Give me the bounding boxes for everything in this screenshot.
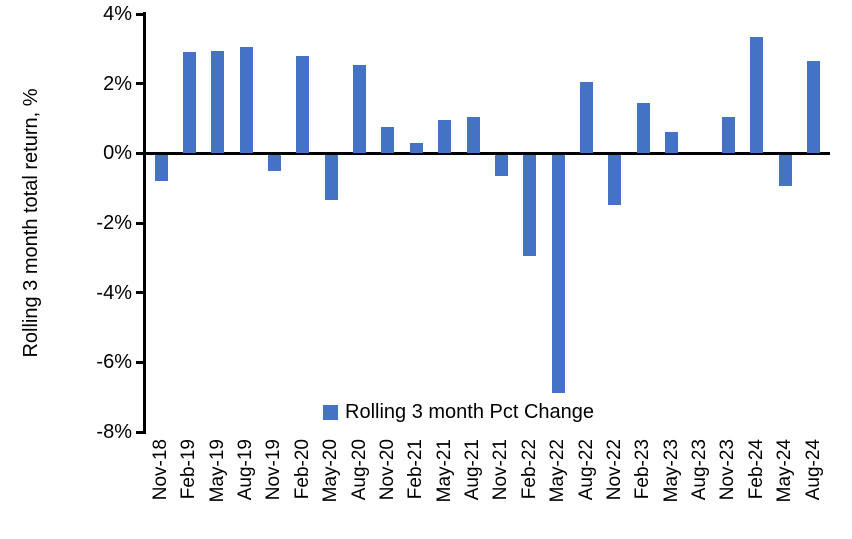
bar-Feb-23	[636, 102, 650, 154]
y-tick-label: -4%	[96, 281, 132, 304]
y-tick-label: 2%	[103, 72, 132, 95]
x-tick-label: Nov-19	[263, 439, 285, 501]
bar-Aug-21	[466, 116, 480, 154]
y-tick-label: -6%	[96, 351, 132, 374]
bar-Feb-22	[523, 154, 537, 256]
x-tick-label: May-24	[774, 439, 796, 503]
x-tick-label: Feb-22	[518, 439, 540, 500]
bar-May-20	[324, 154, 338, 201]
bar-May-23	[665, 132, 679, 154]
x-tick-label: Aug-22	[575, 439, 597, 501]
x-tick-label: Feb-21	[405, 439, 427, 500]
bar-Aug-20	[353, 64, 367, 154]
x-tick-label: Nov-21	[490, 439, 512, 501]
bar-Nov-19	[267, 154, 281, 171]
x-tick-label: Aug-24	[802, 439, 824, 501]
bar-May-24	[778, 154, 792, 187]
x-tick-label: May-21	[433, 439, 455, 503]
x-tick-label: May-22	[547, 439, 569, 503]
y-tick-mark	[136, 360, 145, 364]
y-tick-label: 0%	[103, 142, 132, 165]
x-tick-label: Aug-23	[689, 439, 711, 501]
y-tick-label: -8%	[96, 421, 132, 443]
x-tick-label: May-20	[320, 439, 342, 503]
x-tick-label: Nov-23	[717, 439, 739, 501]
bar-Aug-24	[807, 61, 820, 154]
x-tick-label: Aug-20	[348, 439, 370, 501]
y-axis-line	[143, 12, 146, 434]
x-tick-label: Nov-22	[603, 439, 625, 501]
bar-Feb-20	[296, 55, 310, 154]
y-tick-mark	[136, 430, 145, 434]
bar-Nov-23	[721, 116, 735, 154]
bar-Nov-18	[154, 154, 168, 181]
x-tick-label: May-23	[660, 439, 682, 503]
x-axis-zero-line	[143, 151, 830, 155]
legend: Rolling 3 month Pct Change	[323, 401, 594, 424]
bar-May-22	[551, 154, 565, 394]
x-tick-label: Nov-18	[150, 439, 171, 501]
bar-Aug-22	[580, 81, 594, 154]
bar-Feb-21	[409, 142, 423, 154]
y-tick-mark	[136, 291, 145, 295]
x-tick-label: May-19	[206, 439, 228, 503]
legend-label: Rolling 3 month Pct Change	[345, 401, 595, 423]
bar-Nov-20	[381, 127, 395, 154]
x-tick-label: Feb-24	[745, 439, 767, 500]
y-tick-mark	[136, 82, 145, 86]
legend-marker-square	[323, 405, 338, 420]
y-axis-title: Rolling 3 month total return, %	[20, 88, 42, 358]
bar-Feb-24	[750, 36, 764, 154]
y-tick-mark	[136, 151, 145, 155]
bar-Nov-22	[608, 154, 622, 206]
bar-Aug-19	[239, 47, 253, 154]
y-tick-mark	[136, 12, 145, 16]
x-tick-label: Feb-19	[178, 439, 200, 500]
x-tick-label: Feb-20	[291, 439, 313, 500]
y-tick-mark	[136, 221, 145, 225]
x-tick-label: Feb-23	[632, 439, 654, 500]
y-tick-label: 4%	[103, 3, 132, 25]
bar-Nov-21	[494, 154, 508, 176]
bar-Feb-19	[182, 52, 196, 154]
y-tick-label: -2%	[96, 212, 132, 234]
x-tick-label: Nov-20	[376, 439, 398, 501]
bar-May-21	[438, 120, 452, 154]
x-tick-label: Aug-19	[235, 439, 257, 501]
bar-May-19	[211, 50, 225, 154]
x-tick-label: Aug-21	[462, 439, 484, 501]
